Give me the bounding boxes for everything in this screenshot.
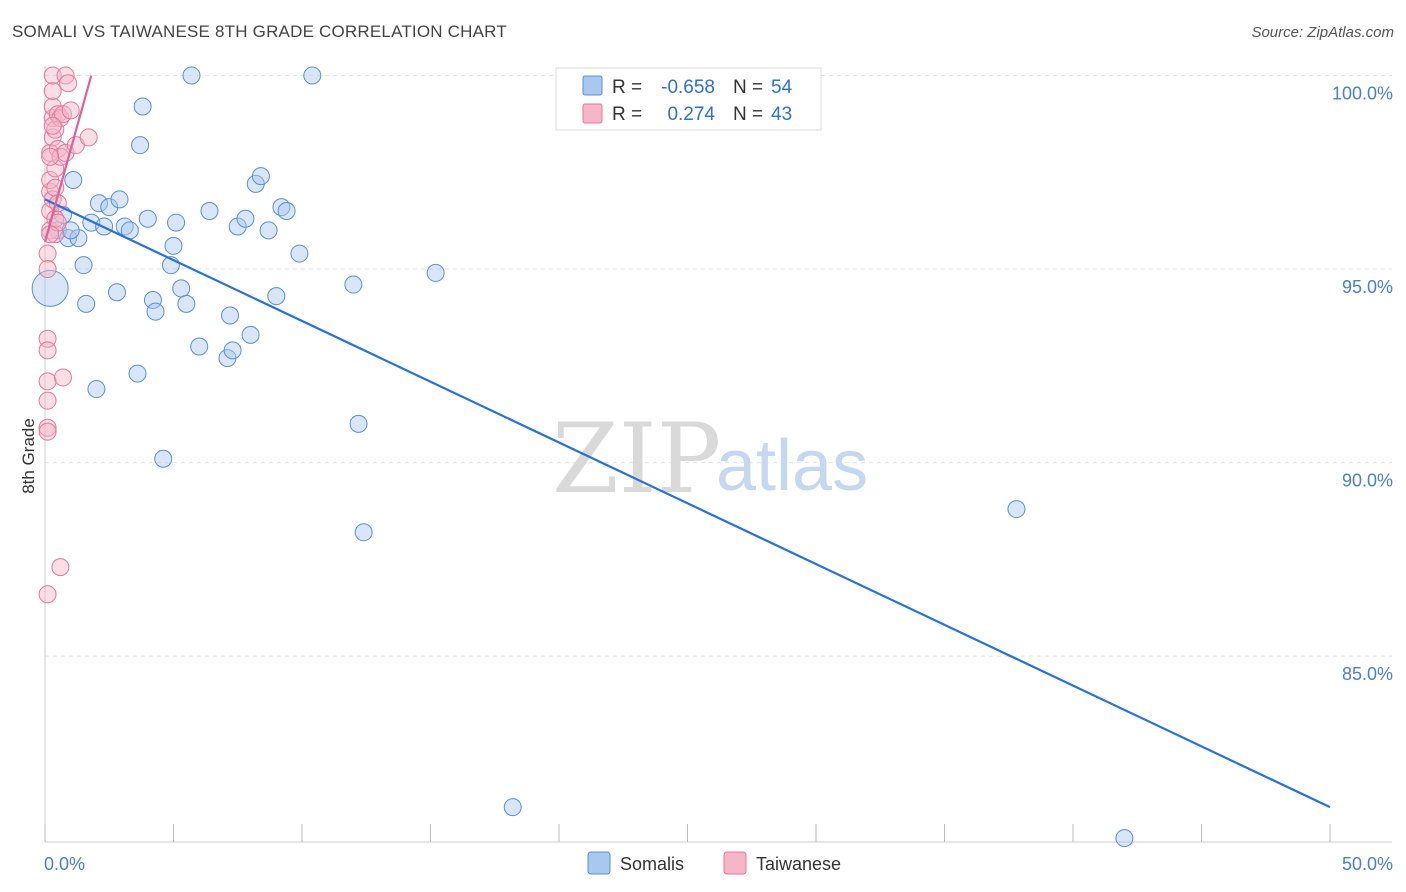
somalis-point-14 <box>110 190 129 209</box>
legend-swatch-taiwanese <box>582 103 603 124</box>
somalis-point-7 <box>77 294 96 313</box>
y-tick-label-1: 90.0% <box>1342 471 1393 491</box>
legend-r-value-taiwanese: 0.274 <box>667 104 715 125</box>
somalis-point-29 <box>182 66 201 85</box>
taiwanese-point-23 <box>46 159 65 178</box>
somalis-point-31 <box>200 201 219 220</box>
taiwanese-point-5 <box>38 422 57 441</box>
somalis-point-47 <box>349 414 368 433</box>
somalis-point-4 <box>64 171 83 190</box>
y-tick-label-2: 95.0% <box>1342 277 1393 297</box>
somalis-point-45 <box>303 66 322 85</box>
somalis-point-48 <box>354 523 373 542</box>
somalis-point-36 <box>236 209 255 228</box>
legend-swatch-somalis <box>582 75 603 96</box>
taiwanese-point-2 <box>38 372 57 391</box>
somalis-point-25 <box>164 236 183 255</box>
somalis-point-37 <box>241 325 260 344</box>
somalis-point-6 <box>74 256 93 275</box>
series-legend: Somalis Taiwanese <box>587 851 841 875</box>
somalis-trendline <box>44 198 1331 809</box>
x-tick-labels: 0.0% 50.0% <box>44 854 1393 874</box>
somalis-point-41 <box>267 287 286 306</box>
somalis-point-20 <box>138 209 157 228</box>
somalis-point-30 <box>190 337 209 356</box>
somalis-point-43 <box>277 201 296 220</box>
somalis-point-5 <box>69 229 88 248</box>
somalis-point-26 <box>167 213 186 232</box>
somalis-point-39 <box>251 167 270 186</box>
y-tick-labels: 85.0% 90.0% 95.0% 100.0% <box>1332 83 1393 684</box>
somalis-point-0 <box>31 269 69 307</box>
somalis-point-27 <box>172 279 191 298</box>
legend-r-label-somalis: R = <box>612 77 642 98</box>
taiwanese-point-35 <box>61 101 80 120</box>
y-tick-label-0: 85.0% <box>1342 664 1393 684</box>
taiwanese-point-31 <box>53 368 72 387</box>
taiwanese-point-4 <box>38 418 57 437</box>
taiwanese-point-6 <box>38 585 57 604</box>
grid-lines <box>45 74 1392 657</box>
legend-r-value-somalis: -0.658 <box>661 77 715 98</box>
legend-r-label-taiwanese: R = <box>612 104 642 125</box>
somalis-point-35 <box>228 217 247 236</box>
somalis-point-17 <box>128 364 147 383</box>
taiwanese-point-40 <box>43 116 62 135</box>
series-legend-label-taiwanese: Taiwanese <box>756 854 841 874</box>
series-legend-swatch-taiwanese <box>723 851 747 875</box>
correlation-legend: R = -0.658 N = 54 R = 0.274 N = 43 <box>555 67 822 131</box>
watermark-atlas: atlas <box>716 426 868 506</box>
somalis-point-23 <box>154 449 173 468</box>
somalis-point-33 <box>221 306 240 325</box>
watermark: ZIP atlas <box>552 403 868 515</box>
chart-title: SOMALI VS TAIWANESE 8TH GRADE CORRELATIO… <box>12 22 507 41</box>
taiwanese-trendline <box>43 75 93 243</box>
taiwanese-point-37 <box>79 128 98 147</box>
trendlines <box>43 75 1331 809</box>
somalis-point-46 <box>344 275 363 294</box>
series-legend-label-somalis: Somalis <box>620 854 684 874</box>
somalis-point-19 <box>133 97 152 116</box>
somalis-point-28 <box>177 294 196 313</box>
somalis-point-49 <box>426 263 445 282</box>
taiwanese-point-1 <box>38 341 57 360</box>
somalis-point-44 <box>290 244 309 263</box>
somalis-point-50 <box>503 798 522 817</box>
watermark-zip: ZIP <box>552 403 721 515</box>
somalis-point-52 <box>1115 829 1134 848</box>
somalis-point-18 <box>131 136 150 155</box>
chart-source: Source: ZipAtlas.com <box>1251 24 1394 41</box>
taiwanese-point-3 <box>38 391 57 410</box>
taiwanese-point-39 <box>41 147 60 166</box>
axes <box>44 66 1392 843</box>
x-tick-label-1: 50.0% <box>1342 854 1393 874</box>
taiwanese-point-18 <box>43 66 62 85</box>
y-axis-label: 8th Grade <box>19 418 38 494</box>
y-tick-label-3: 100.0% <box>1332 83 1393 103</box>
legend-n-value-taiwanese: 43 <box>771 104 792 125</box>
somalis-point-13 <box>107 283 126 302</box>
somalis-point-10 <box>89 194 108 213</box>
somalis-point-12 <box>100 198 119 217</box>
somalis-point-51 <box>1007 500 1026 519</box>
taiwanese-point-8 <box>38 260 57 279</box>
series-legend-swatch-somalis <box>587 851 611 875</box>
somalis-point-34 <box>223 341 242 360</box>
taiwanese-point-38 <box>51 558 70 577</box>
somalis-point-40 <box>259 221 278 240</box>
somalis-point-9 <box>87 380 106 399</box>
data-points <box>31 66 1134 848</box>
taiwanese-point-34 <box>59 74 78 93</box>
somalis-point-22 <box>146 302 165 321</box>
legend-n-value-somalis: 54 <box>771 77 793 98</box>
somalis-point-21 <box>143 291 162 310</box>
x-tick-label-0: 0.0% <box>44 854 85 874</box>
legend-n-label-somalis: N = <box>733 77 763 98</box>
taiwanese-point-42 <box>41 225 60 244</box>
taiwanese-point-7 <box>38 244 57 263</box>
legend-n-label-taiwanese: N = <box>733 104 763 125</box>
taiwanese-point-17 <box>43 81 62 100</box>
